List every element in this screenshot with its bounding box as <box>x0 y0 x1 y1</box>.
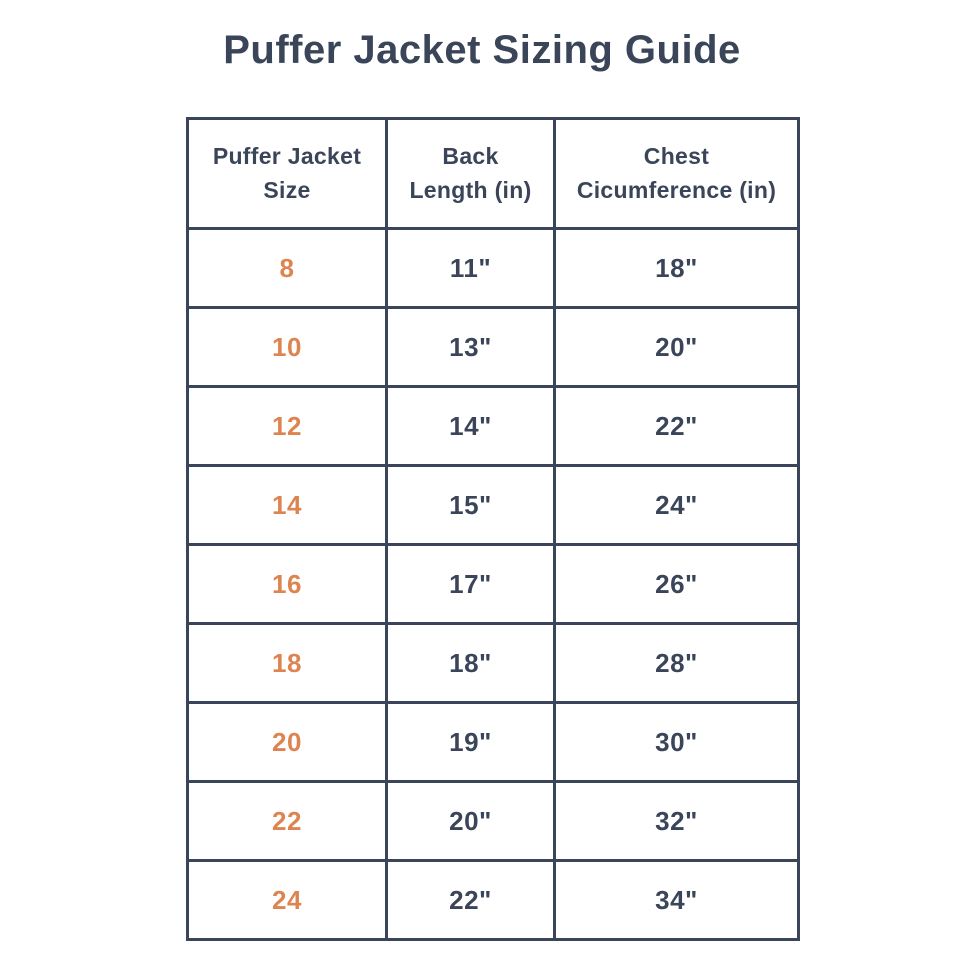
cell-chest-circumference: 24" <box>553 464 800 546</box>
table-row: 10 13" 20" <box>186 306 800 388</box>
cell-chest-circumference: 32" <box>553 780 800 862</box>
cell-size: 22 <box>186 780 388 862</box>
cell-back-length: 22" <box>385 859 556 941</box>
cell-chest-circumference: 20" <box>553 306 800 388</box>
table-row: 8 11" 18" <box>186 227 800 309</box>
cell-chest-circumference: 18" <box>553 227 800 309</box>
header-chest-circumference: Chest Cicumference (in) <box>553 117 800 230</box>
table-row: 20 19" 30" <box>186 701 800 783</box>
cell-back-length: 14" <box>385 385 556 467</box>
cell-size: 24 <box>186 859 388 941</box>
cell-back-length: 19" <box>385 701 556 783</box>
cell-chest-circumference: 34" <box>553 859 800 941</box>
cell-size: 20 <box>186 701 388 783</box>
sizing-table: Puffer Jacket Size Back Length (in) Ches… <box>186 117 800 941</box>
cell-size: 12 <box>186 385 388 467</box>
cell-size: 10 <box>186 306 388 388</box>
cell-chest-circumference: 28" <box>553 622 800 704</box>
cell-back-length: 20" <box>385 780 556 862</box>
cell-chest-circumference: 30" <box>553 701 800 783</box>
cell-back-length: 18" <box>385 622 556 704</box>
cell-size: 18 <box>186 622 388 704</box>
table-row: 24 22" 34" <box>186 859 800 941</box>
sizing-table-body: 8 11" 18" 10 13" 20" 12 14" 22" 14 15" 2… <box>186 227 800 941</box>
cell-size: 8 <box>186 227 388 309</box>
cell-chest-circumference: 26" <box>553 543 800 625</box>
table-row: 18 18" 28" <box>186 622 800 704</box>
header-row: Puffer Jacket Size Back Length (in) Ches… <box>186 117 800 230</box>
header-puffer-jacket-size: Puffer Jacket Size <box>186 117 388 230</box>
table-row: 16 17" 26" <box>186 543 800 625</box>
table-row: 14 15" 24" <box>186 464 800 546</box>
cell-back-length: 13" <box>385 306 556 388</box>
header-back-length: Back Length (in) <box>385 117 556 230</box>
cell-back-length: 15" <box>385 464 556 546</box>
cell-back-length: 17" <box>385 543 556 625</box>
cell-chest-circumference: 22" <box>553 385 800 467</box>
cell-back-length: 11" <box>385 227 556 309</box>
cell-size: 16 <box>186 543 388 625</box>
table-row: 22 20" 32" <box>186 780 800 862</box>
page-title: Puffer Jacket Sizing Guide <box>223 28 741 72</box>
table-row: 12 14" 22" <box>186 385 800 467</box>
cell-size: 14 <box>186 464 388 546</box>
sizing-table-header: Puffer Jacket Size Back Length (in) Ches… <box>186 117 800 230</box>
